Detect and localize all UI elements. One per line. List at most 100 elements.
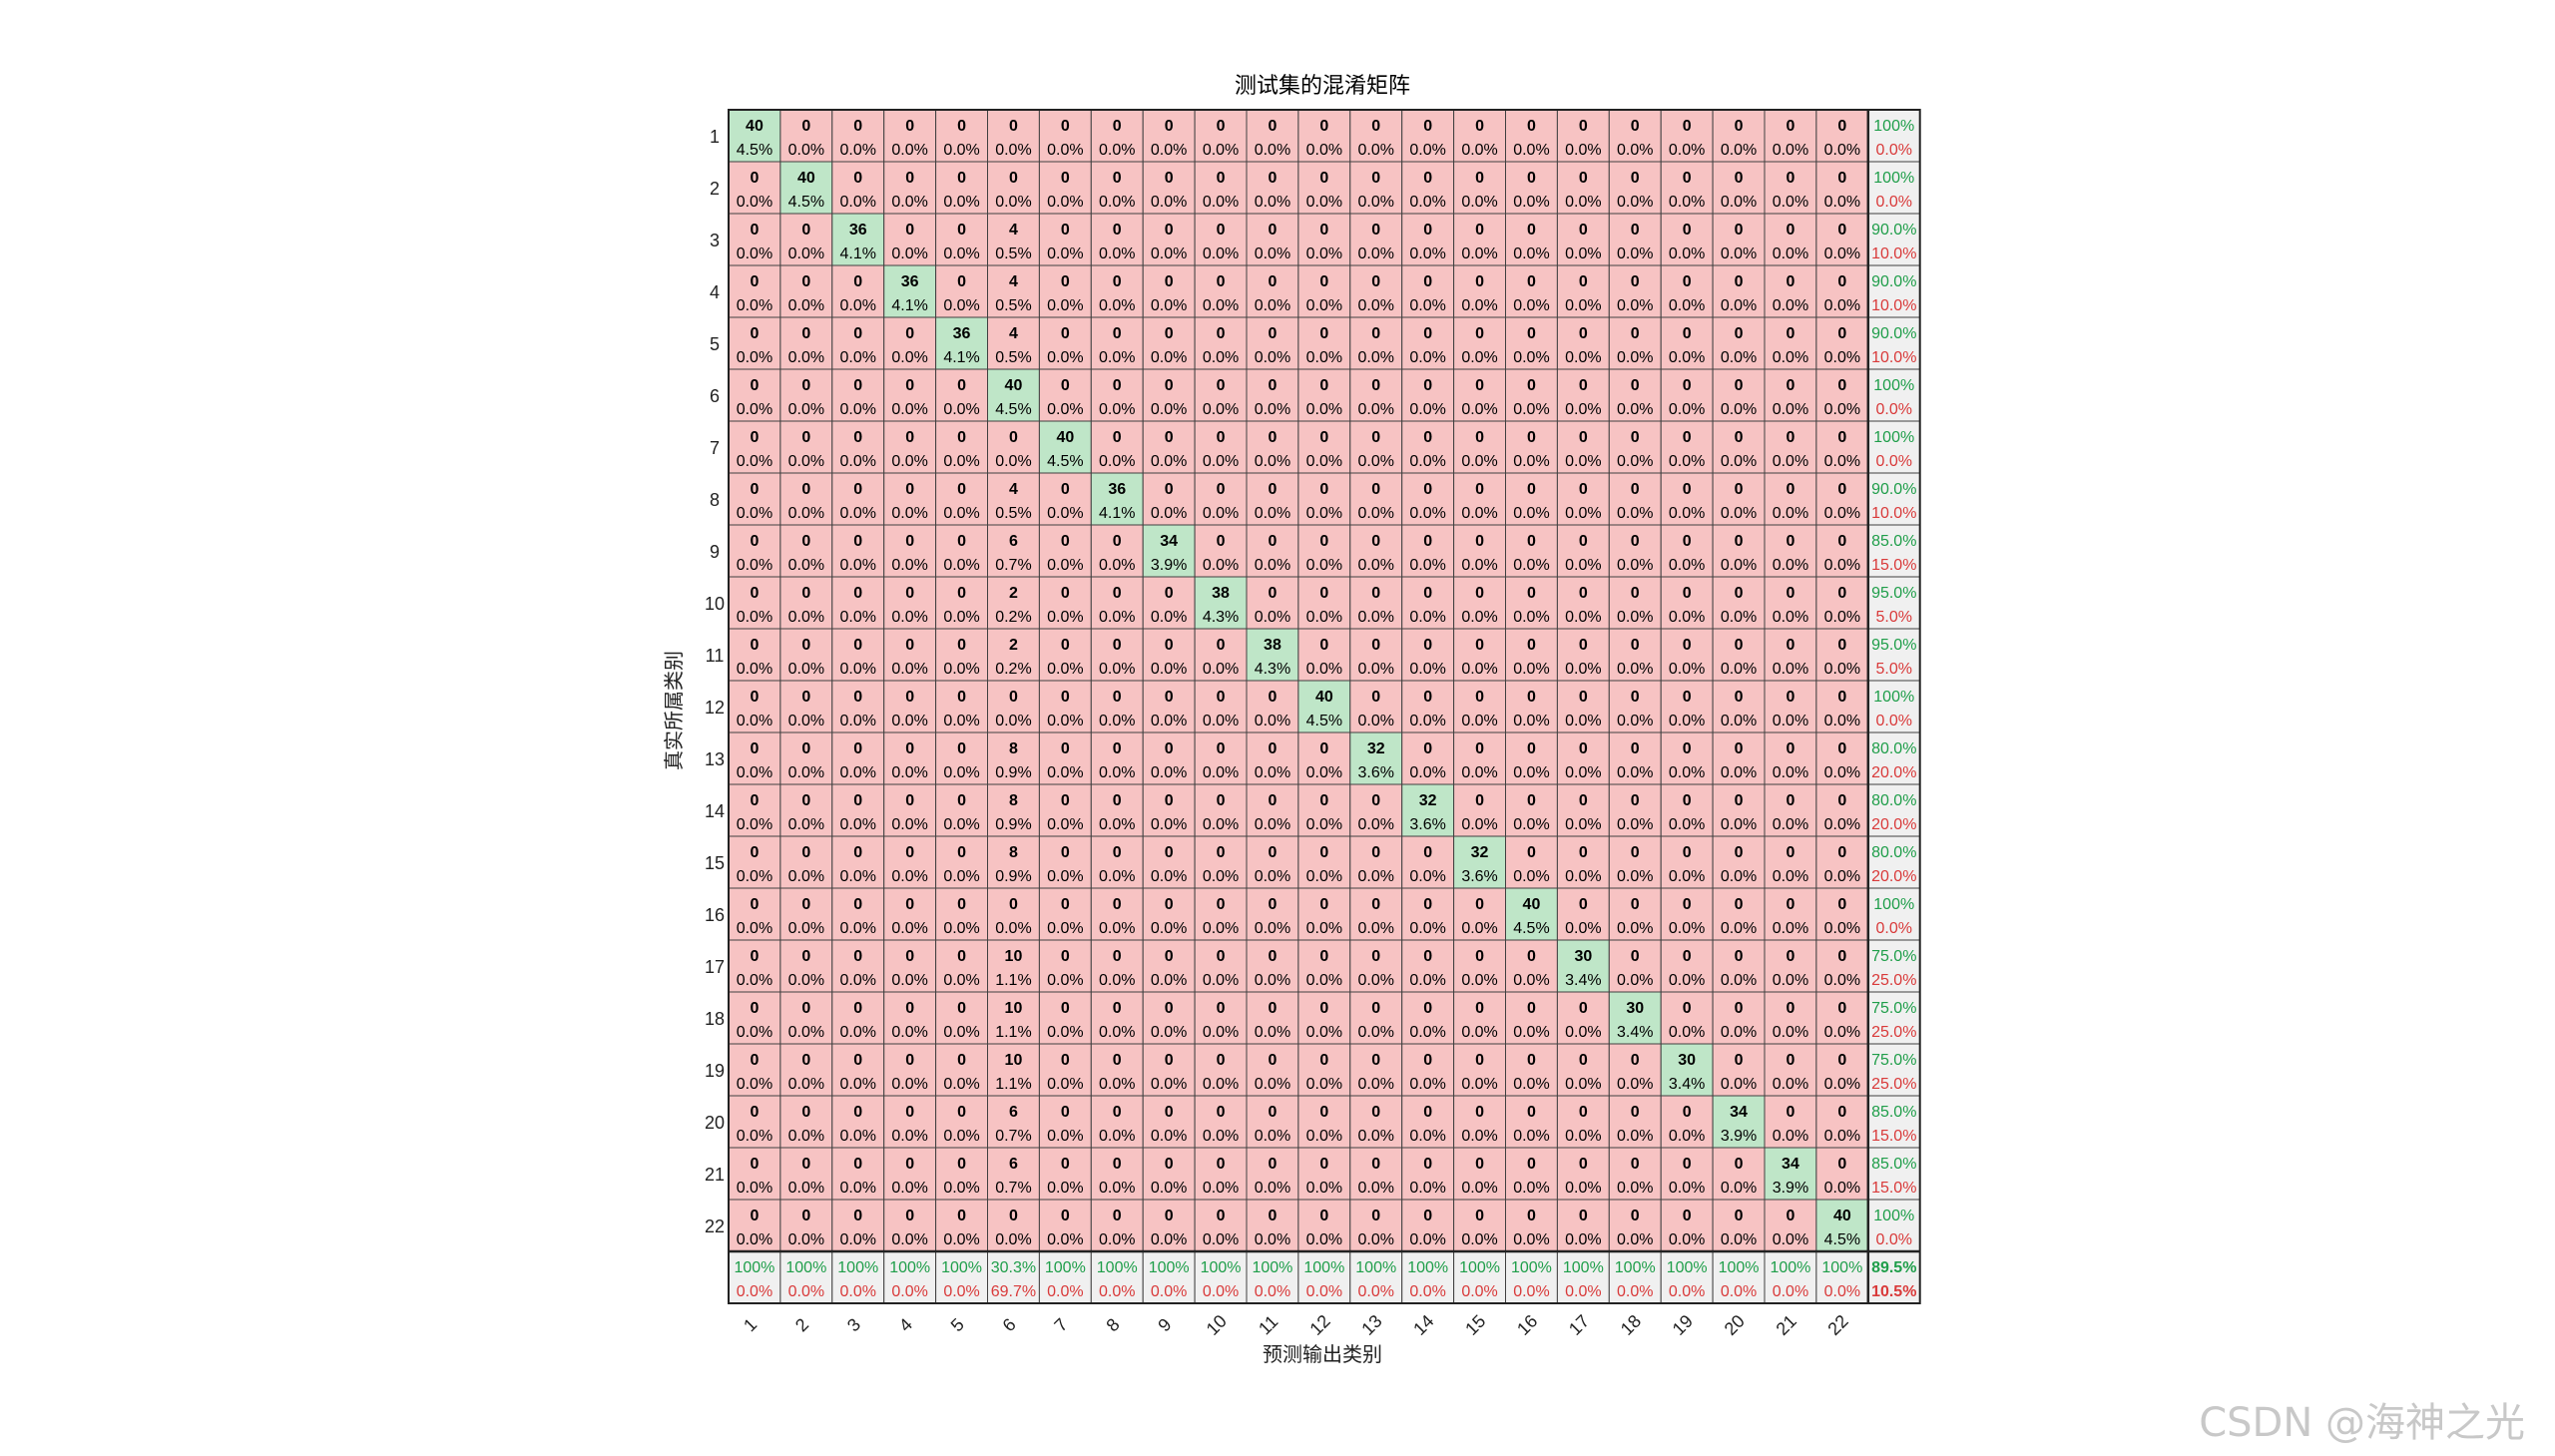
cell-count: 0 — [1113, 1156, 1122, 1173]
cell-count: 6 — [1009, 533, 1018, 550]
col-summary-cell — [728, 1250, 781, 1304]
y-tick-label: 22 — [705, 1216, 725, 1236]
cell-percent: 0.0% — [1513, 1024, 1549, 1041]
cell-percent: 0.0% — [1669, 297, 1705, 314]
cell-percent: 0.0% — [1565, 764, 1601, 781]
cell-count: 0 — [750, 429, 759, 446]
cell-percent: 0.0% — [1669, 713, 1705, 729]
cell-count: 0 — [1837, 896, 1846, 913]
cell-count: 0 — [1319, 637, 1328, 654]
matrix-cell — [1453, 1199, 1506, 1252]
cell-count: 0 — [801, 689, 810, 706]
row-summary-wrong: 15.0% — [1871, 1180, 1916, 1197]
cell-percent: 0.0% — [1721, 661, 1757, 678]
cell-count: 0 — [1423, 844, 1432, 861]
cell-percent: 0.0% — [1151, 1231, 1187, 1248]
col-summary-wrong: 0.0% — [1824, 1283, 1860, 1300]
cell-count: 0 — [853, 1104, 862, 1121]
cell-count: 0 — [750, 1000, 759, 1017]
cell-percent: 0.0% — [891, 557, 927, 574]
matrix-cell — [1556, 1095, 1610, 1149]
cell-percent: 3.4% — [1669, 1076, 1705, 1093]
cell-count: 0 — [1683, 533, 1692, 550]
cell-count: 40 — [1056, 429, 1074, 446]
cell-percent: 0.0% — [1721, 1024, 1757, 1041]
cell-percent: 0.0% — [1047, 1128, 1083, 1145]
row-summary-correct: 100% — [1873, 170, 1914, 187]
matrix-cell — [1712, 1095, 1766, 1149]
cell-count: 0 — [957, 948, 966, 965]
cell-percent: 0.0% — [1255, 194, 1290, 211]
col-summary-correct: 30.3% — [991, 1259, 1036, 1276]
cell-percent: 0.0% — [1461, 1231, 1497, 1248]
matrix-cell — [779, 109, 833, 163]
cell-percent: 0.0% — [840, 453, 876, 470]
matrix-cell — [1297, 524, 1351, 578]
cell-count: 0 — [853, 1208, 862, 1224]
cell-count: 0 — [1319, 948, 1328, 965]
cell-percent: 0.0% — [840, 661, 876, 678]
cell-count: 0 — [1423, 1000, 1432, 1017]
cell-percent: 0.0% — [1255, 401, 1290, 418]
cell-count: 0 — [1527, 1000, 1536, 1017]
cell-count: 32 — [1419, 792, 1437, 809]
cell-count: 0 — [1319, 844, 1328, 861]
cell-count: 0 — [1786, 689, 1794, 706]
cell-percent: 0.0% — [1306, 816, 1342, 833]
cell-count: 0 — [853, 948, 862, 965]
matrix-cell — [935, 213, 988, 266]
matrix-cell — [987, 1147, 1040, 1201]
cell-count: 0 — [1735, 948, 1744, 965]
cell-count: 0 — [1527, 740, 1536, 757]
cell-count: 0 — [1579, 273, 1588, 290]
cell-count: 0 — [957, 222, 966, 239]
cell-count: 0 — [1165, 1208, 1174, 1224]
cell-count: 0 — [750, 1208, 759, 1224]
cell-percent: 0.0% — [1203, 194, 1239, 211]
cell-percent: 0.0% — [840, 557, 876, 574]
cell-count: 0 — [1113, 377, 1122, 394]
row-summary-cell — [1867, 835, 1921, 889]
cell-percent: 0.0% — [1255, 1231, 1290, 1248]
cell-percent: 0.0% — [1047, 816, 1083, 833]
cell-percent: 0.0% — [1824, 401, 1860, 418]
cell-percent: 0.0% — [1513, 297, 1549, 314]
cell-count: 0 — [1165, 222, 1174, 239]
cell-percent: 3.4% — [1617, 1024, 1653, 1041]
cell-percent: 0.0% — [1099, 868, 1135, 885]
cell-count: 0 — [905, 429, 914, 446]
cell-count: 38 — [1212, 585, 1230, 602]
matrix-cell — [1505, 628, 1558, 682]
matrix-cell — [1608, 731, 1662, 785]
matrix-cell — [1505, 1095, 1558, 1149]
cell-count: 0 — [1371, 637, 1380, 654]
matrix-cell — [1505, 1043, 1558, 1097]
cell-count: 0 — [1217, 222, 1226, 239]
cell-count: 0 — [1631, 170, 1640, 187]
cell-percent: 0.0% — [943, 401, 979, 418]
cell-percent: 0.0% — [1565, 713, 1601, 729]
cell-count: 0 — [1061, 740, 1070, 757]
matrix-cell — [831, 264, 885, 318]
cell-percent: 0.0% — [1203, 349, 1239, 366]
matrix-cell — [1038, 1199, 1092, 1252]
row-summary-correct: 85.0% — [1871, 533, 1916, 550]
cell-count: 0 — [1735, 222, 1744, 239]
cell-count: 0 — [1268, 533, 1277, 550]
matrix-cell — [1090, 680, 1144, 733]
cell-percent: 0.0% — [1617, 764, 1653, 781]
matrix-cell — [1142, 264, 1196, 318]
cell-count: 0 — [1217, 844, 1226, 861]
cell-count: 0 — [1631, 1208, 1640, 1224]
cell-count: 0 — [750, 1052, 759, 1069]
cell-percent: 0.0% — [1565, 557, 1601, 574]
cell-percent: 0.0% — [1721, 194, 1757, 211]
matrix-cell — [1090, 1095, 1144, 1149]
cell-count: 0 — [1475, 118, 1484, 135]
matrix-cell — [1505, 1147, 1558, 1201]
matrix-cell — [1297, 213, 1351, 266]
cell-percent: 0.0% — [1824, 1024, 1860, 1041]
cell-count: 0 — [1319, 1052, 1328, 1069]
cell-count: 0 — [1475, 429, 1484, 446]
